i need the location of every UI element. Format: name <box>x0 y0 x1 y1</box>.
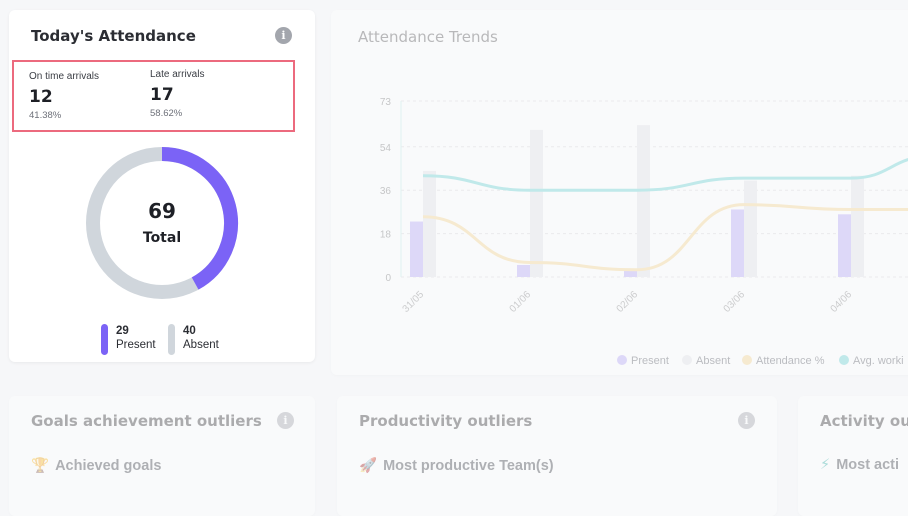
trend-legend-attendance: Attendance % <box>742 355 825 367</box>
late-stat: Late arrivals 17 58.62% <box>150 69 204 119</box>
trend-legend-avg-label: Avg. worki <box>853 355 904 367</box>
achieved-goals-item[interactable]: 🏆 Achieved goals <box>31 457 161 474</box>
productivity-card: Productivity outliers i 🚀 Most productive… <box>337 396 777 516</box>
absent-bar <box>744 180 757 277</box>
y-tick-label: 0 <box>385 273 391 284</box>
trends-card: Attendance Trends 73 54 36 18 0 31/05 01/06 02/… <box>331 10 908 375</box>
absent-legend: 40 Absent <box>183 325 219 351</box>
absent-label: Absent <box>183 339 219 351</box>
attendance-card: Today's Attendance i <box>9 10 315 362</box>
x-tick-label: 04/06 <box>829 289 855 315</box>
absent-bar <box>530 129 543 277</box>
on-time-percent: 41.38% <box>29 110 62 121</box>
present-bar <box>517 264 530 277</box>
x-tick-label: 01/06 <box>508 289 534 315</box>
avg-working-line <box>422 158 908 192</box>
y-tick-label: 73 <box>380 97 392 108</box>
goals-title: Goals achievement outliers <box>31 412 262 430</box>
trends-chart: 73 54 36 18 0 31/05 01/06 02/06 03/06 04/06 <box>380 97 908 315</box>
activity-card: Activity outl ⚡ Most acti <box>798 396 908 516</box>
achieved-goals-label: Achieved goals <box>55 458 162 474</box>
present-legend-swatch <box>101 324 108 355</box>
x-tick-label: 02/06 <box>615 289 641 315</box>
info-icon[interactable]: i <box>738 412 755 429</box>
absent-bar <box>637 125 650 277</box>
donut-total-value: 69 <box>148 199 176 223</box>
y-tick-label: 36 <box>380 186 392 197</box>
on-time-stat: On time arrivals 12 41.38% <box>29 71 99 121</box>
absent-count: 40 <box>183 325 196 337</box>
info-icon[interactable]: i <box>275 27 292 44</box>
absent-legend-swatch <box>168 324 175 355</box>
attendance-title: Today's Attendance <box>31 27 196 45</box>
most-active-label: Most acti <box>836 457 900 473</box>
trophy-icon: 🏆 <box>31 458 50 474</box>
trend-legend-present: Present <box>617 355 669 367</box>
trend-legend-present-label: Present <box>631 355 669 367</box>
trend-legend-absent: Absent <box>682 355 730 367</box>
arrivals-highlight <box>12 60 295 132</box>
most-productive-label: Most productive Team(s) <box>383 458 554 474</box>
attendance-donut <box>86 147 238 299</box>
trends-title: Attendance Trends <box>358 28 498 46</box>
present-count: 29 <box>116 325 129 337</box>
activity-title: Activity outl <box>820 412 908 430</box>
info-icon[interactable]: i <box>277 412 294 429</box>
present-bar <box>731 209 744 277</box>
on-time-label: On time arrivals <box>29 71 100 82</box>
present-legend: 29 Present <box>116 325 156 351</box>
attendance-pct-line <box>422 203 908 272</box>
rocket-icon: 🚀 <box>359 458 378 474</box>
y-tick-label: 54 <box>380 143 392 154</box>
most-productive-item[interactable]: 🚀 Most productive Team(s) <box>359 457 554 474</box>
donut-total-label: Total <box>142 230 182 246</box>
on-time-value: 12 <box>29 87 53 107</box>
present-arc <box>161 147 238 290</box>
absent-bar <box>851 175 864 277</box>
most-active-item[interactable]: ⚡ Most acti <box>820 457 899 473</box>
present-bar <box>410 221 423 277</box>
late-label: Late arrivals <box>150 69 205 80</box>
trend-legend-avg: Avg. worki <box>839 355 904 367</box>
goals-card: Goals achievement outliers i 🏆 Achieved g… <box>9 396 315 516</box>
x-tick-label: 03/06 <box>722 289 748 315</box>
late-percent: 58.62% <box>150 108 183 119</box>
present-bar <box>838 214 851 277</box>
present-bar <box>624 269 637 277</box>
productivity-title: Productivity outliers <box>359 412 533 430</box>
present-label: Present <box>116 339 156 351</box>
trend-legend-absent-label: Absent <box>696 355 731 367</box>
lightning-icon: ⚡ <box>820 457 831 473</box>
late-value: 17 <box>150 85 174 105</box>
trend-legend-attendance-label: Attendance % <box>756 355 825 367</box>
x-tick-label: 31/05 <box>401 289 427 315</box>
absent-bar <box>423 170 436 277</box>
y-tick-label: 18 <box>380 230 392 241</box>
